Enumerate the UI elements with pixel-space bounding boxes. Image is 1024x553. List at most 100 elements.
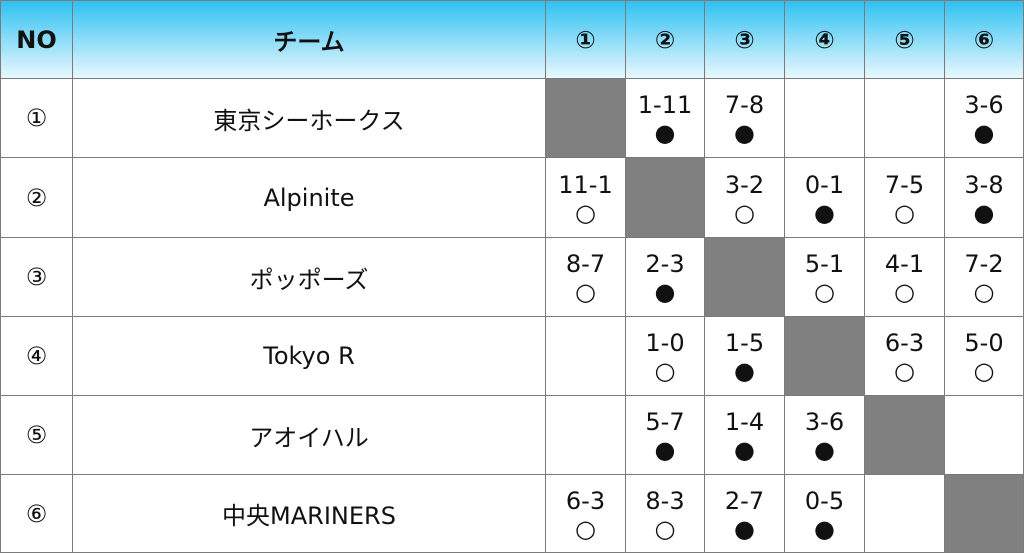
result-cell [546, 396, 626, 475]
result-mark: ○ [575, 278, 596, 306]
result-mark: ○ [814, 278, 835, 306]
result-mark: ○ [654, 357, 676, 385]
result-mark: ○ [575, 198, 596, 227]
result-cell: 11-1 ○ [546, 158, 626, 238]
result-cell: 8-7 ○ [546, 238, 626, 317]
result-cell: 1-4 ● [705, 396, 785, 475]
result-cell: 1-11 ● [626, 79, 705, 158]
row-number: ④ [25, 342, 48, 370]
score: 1-5 [724, 329, 765, 357]
result-cell [546, 317, 626, 396]
result-cell: 7-8 ● [705, 79, 785, 158]
header-text: ④ [814, 25, 835, 54]
result-mark: ● [814, 436, 835, 464]
result-cell: 1-0 ○ [626, 317, 705, 396]
header-cell: チーム [73, 0, 546, 79]
row-number: ⑤ [25, 421, 48, 449]
score: 1-0 [645, 329, 685, 357]
result-mark: ○ [894, 198, 915, 227]
result-cell [865, 475, 945, 553]
score: 7-2 [964, 250, 1004, 278]
score: 3-2 [724, 170, 765, 199]
score: 1-4 [724, 408, 765, 436]
result-mark: ○ [894, 357, 915, 385]
score: 4-1 [884, 250, 925, 278]
team-name: アオイハル [249, 423, 369, 452]
result-mark: ● [814, 514, 835, 543]
result-cell: 5-1 ○ [785, 238, 865, 317]
score: 5-1 [804, 250, 845, 278]
result-mark: ● [734, 514, 755, 543]
team-name: Alpinite [263, 183, 355, 212]
result-mark: ● [734, 436, 755, 464]
diagonal-cell [865, 396, 945, 475]
result-cell: 3-8 ● [945, 158, 1024, 238]
team-cell: 中央MARINERS [73, 475, 546, 553]
result-cell: 6-3 ○ [546, 475, 626, 553]
result-mark: ● [734, 357, 755, 385]
result-cell: 0-1 ● [785, 158, 865, 238]
result-cell: 3-6 ● [785, 396, 865, 475]
header-cell: ⑥ [945, 0, 1024, 79]
result-mark: ○ [734, 198, 755, 227]
result-mark: ○ [575, 514, 596, 543]
header-cell: ④ [785, 0, 865, 79]
header-text: ⑥ [973, 25, 995, 54]
result-mark: ● [654, 119, 676, 147]
score: 8-3 [645, 486, 685, 515]
team-name: ポッポーズ [249, 265, 369, 294]
diagonal-cell [945, 475, 1024, 553]
result-cell: 5-7 ● [626, 396, 705, 475]
result-mark: ● [654, 278, 676, 306]
no-cell: ② [0, 158, 73, 238]
result-cell [945, 396, 1024, 475]
row-number: ③ [25, 263, 48, 291]
no-cell: ④ [0, 317, 73, 396]
result-mark: ○ [654, 514, 676, 543]
result-mark: ○ [973, 278, 995, 306]
result-cell: 7-2 ○ [945, 238, 1024, 317]
result-cell: 8-3 ○ [626, 475, 705, 553]
diagonal-cell [546, 79, 626, 158]
header-text: ① [575, 25, 596, 54]
header-cell: ③ [705, 0, 785, 79]
score: 5-7 [645, 408, 685, 436]
result-cell: 5-0 ○ [945, 317, 1024, 396]
result-cell: 0-5 ● [785, 475, 865, 553]
team-cell: 東京シーホークス [73, 79, 546, 158]
team-cell: Tokyo R [73, 317, 546, 396]
score: 0-1 [804, 170, 845, 199]
score: 6-3 [565, 486, 606, 515]
diagonal-cell [705, 238, 785, 317]
result-mark: ○ [973, 357, 995, 385]
header-text: ⑤ [894, 25, 915, 54]
result-mark: ● [973, 119, 995, 147]
no-cell: ① [0, 79, 73, 158]
header-cell: ② [626, 0, 705, 79]
header-text: NO [16, 25, 57, 54]
result-cell: 3-2 ○ [705, 158, 785, 238]
result-mark: ● [734, 119, 755, 147]
team-cell: Alpinite [73, 158, 546, 238]
score: 8-7 [565, 250, 606, 278]
header-text: チーム [273, 28, 345, 56]
score: 5-0 [964, 329, 1004, 357]
header-text: ③ [734, 25, 755, 54]
score: 11-1 [558, 170, 613, 199]
result-cell [865, 79, 945, 158]
result-mark: ● [654, 436, 676, 464]
diagonal-cell [626, 158, 705, 238]
row-number: ① [25, 104, 48, 132]
score: 3-8 [964, 170, 1004, 199]
result-cell: 2-7 ● [705, 475, 785, 553]
result-cell: 1-5 ● [705, 317, 785, 396]
score: 3-6 [804, 408, 845, 436]
score: 6-3 [884, 329, 925, 357]
result-mark: ● [814, 198, 835, 227]
header-cell: ① [546, 0, 626, 79]
team-name: Tokyo R [263, 342, 355, 370]
header-text: ② [654, 25, 676, 54]
team-cell: ポッポーズ [73, 238, 546, 317]
team-cell: アオイハル [73, 396, 546, 475]
